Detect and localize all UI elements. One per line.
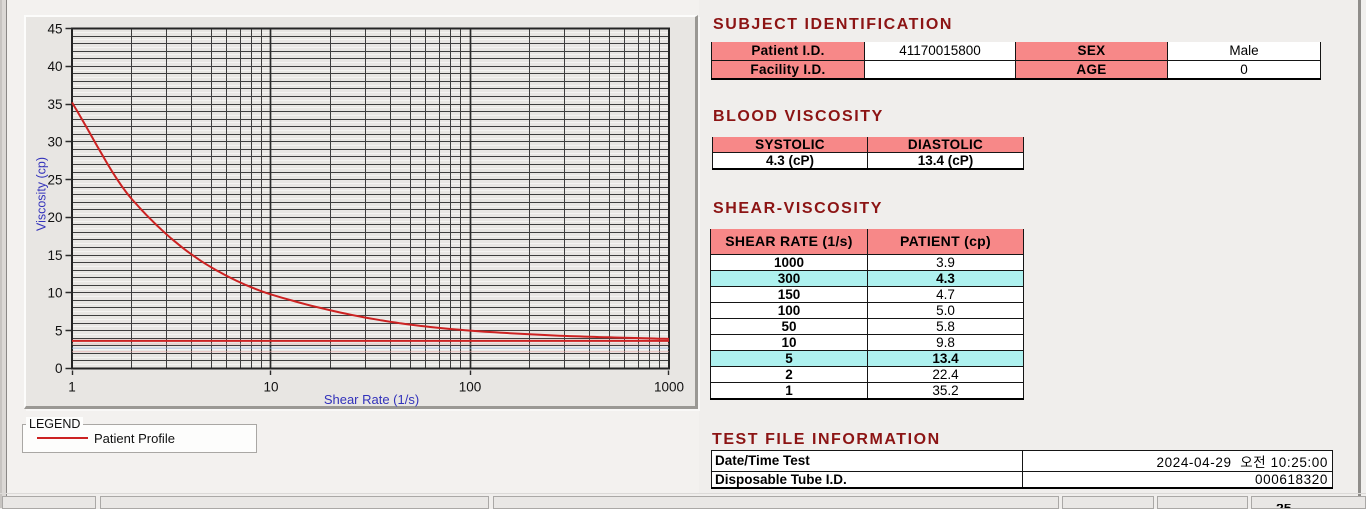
svg-text:1000: 1000 [654, 380, 684, 395]
svg-text:1: 1 [68, 380, 76, 395]
svg-text:10: 10 [47, 286, 62, 301]
svg-text:45: 45 [47, 21, 62, 36]
svg-text:0: 0 [55, 361, 63, 376]
svg-text:40: 40 [47, 59, 62, 74]
svg-text:Viscosity (cp): Viscosity (cp) [35, 157, 49, 231]
svg-text:30: 30 [47, 135, 62, 150]
svg-text:35: 35 [47, 97, 62, 112]
svg-text:5: 5 [55, 323, 63, 338]
svg-text:Shear Rate (1/s): Shear Rate (1/s) [324, 392, 419, 407]
svg-text:15: 15 [47, 248, 62, 263]
svg-text:100: 100 [459, 380, 482, 395]
svg-text:10: 10 [263, 380, 278, 395]
svg-text:25: 25 [47, 172, 62, 187]
svg-text:20: 20 [47, 210, 62, 225]
